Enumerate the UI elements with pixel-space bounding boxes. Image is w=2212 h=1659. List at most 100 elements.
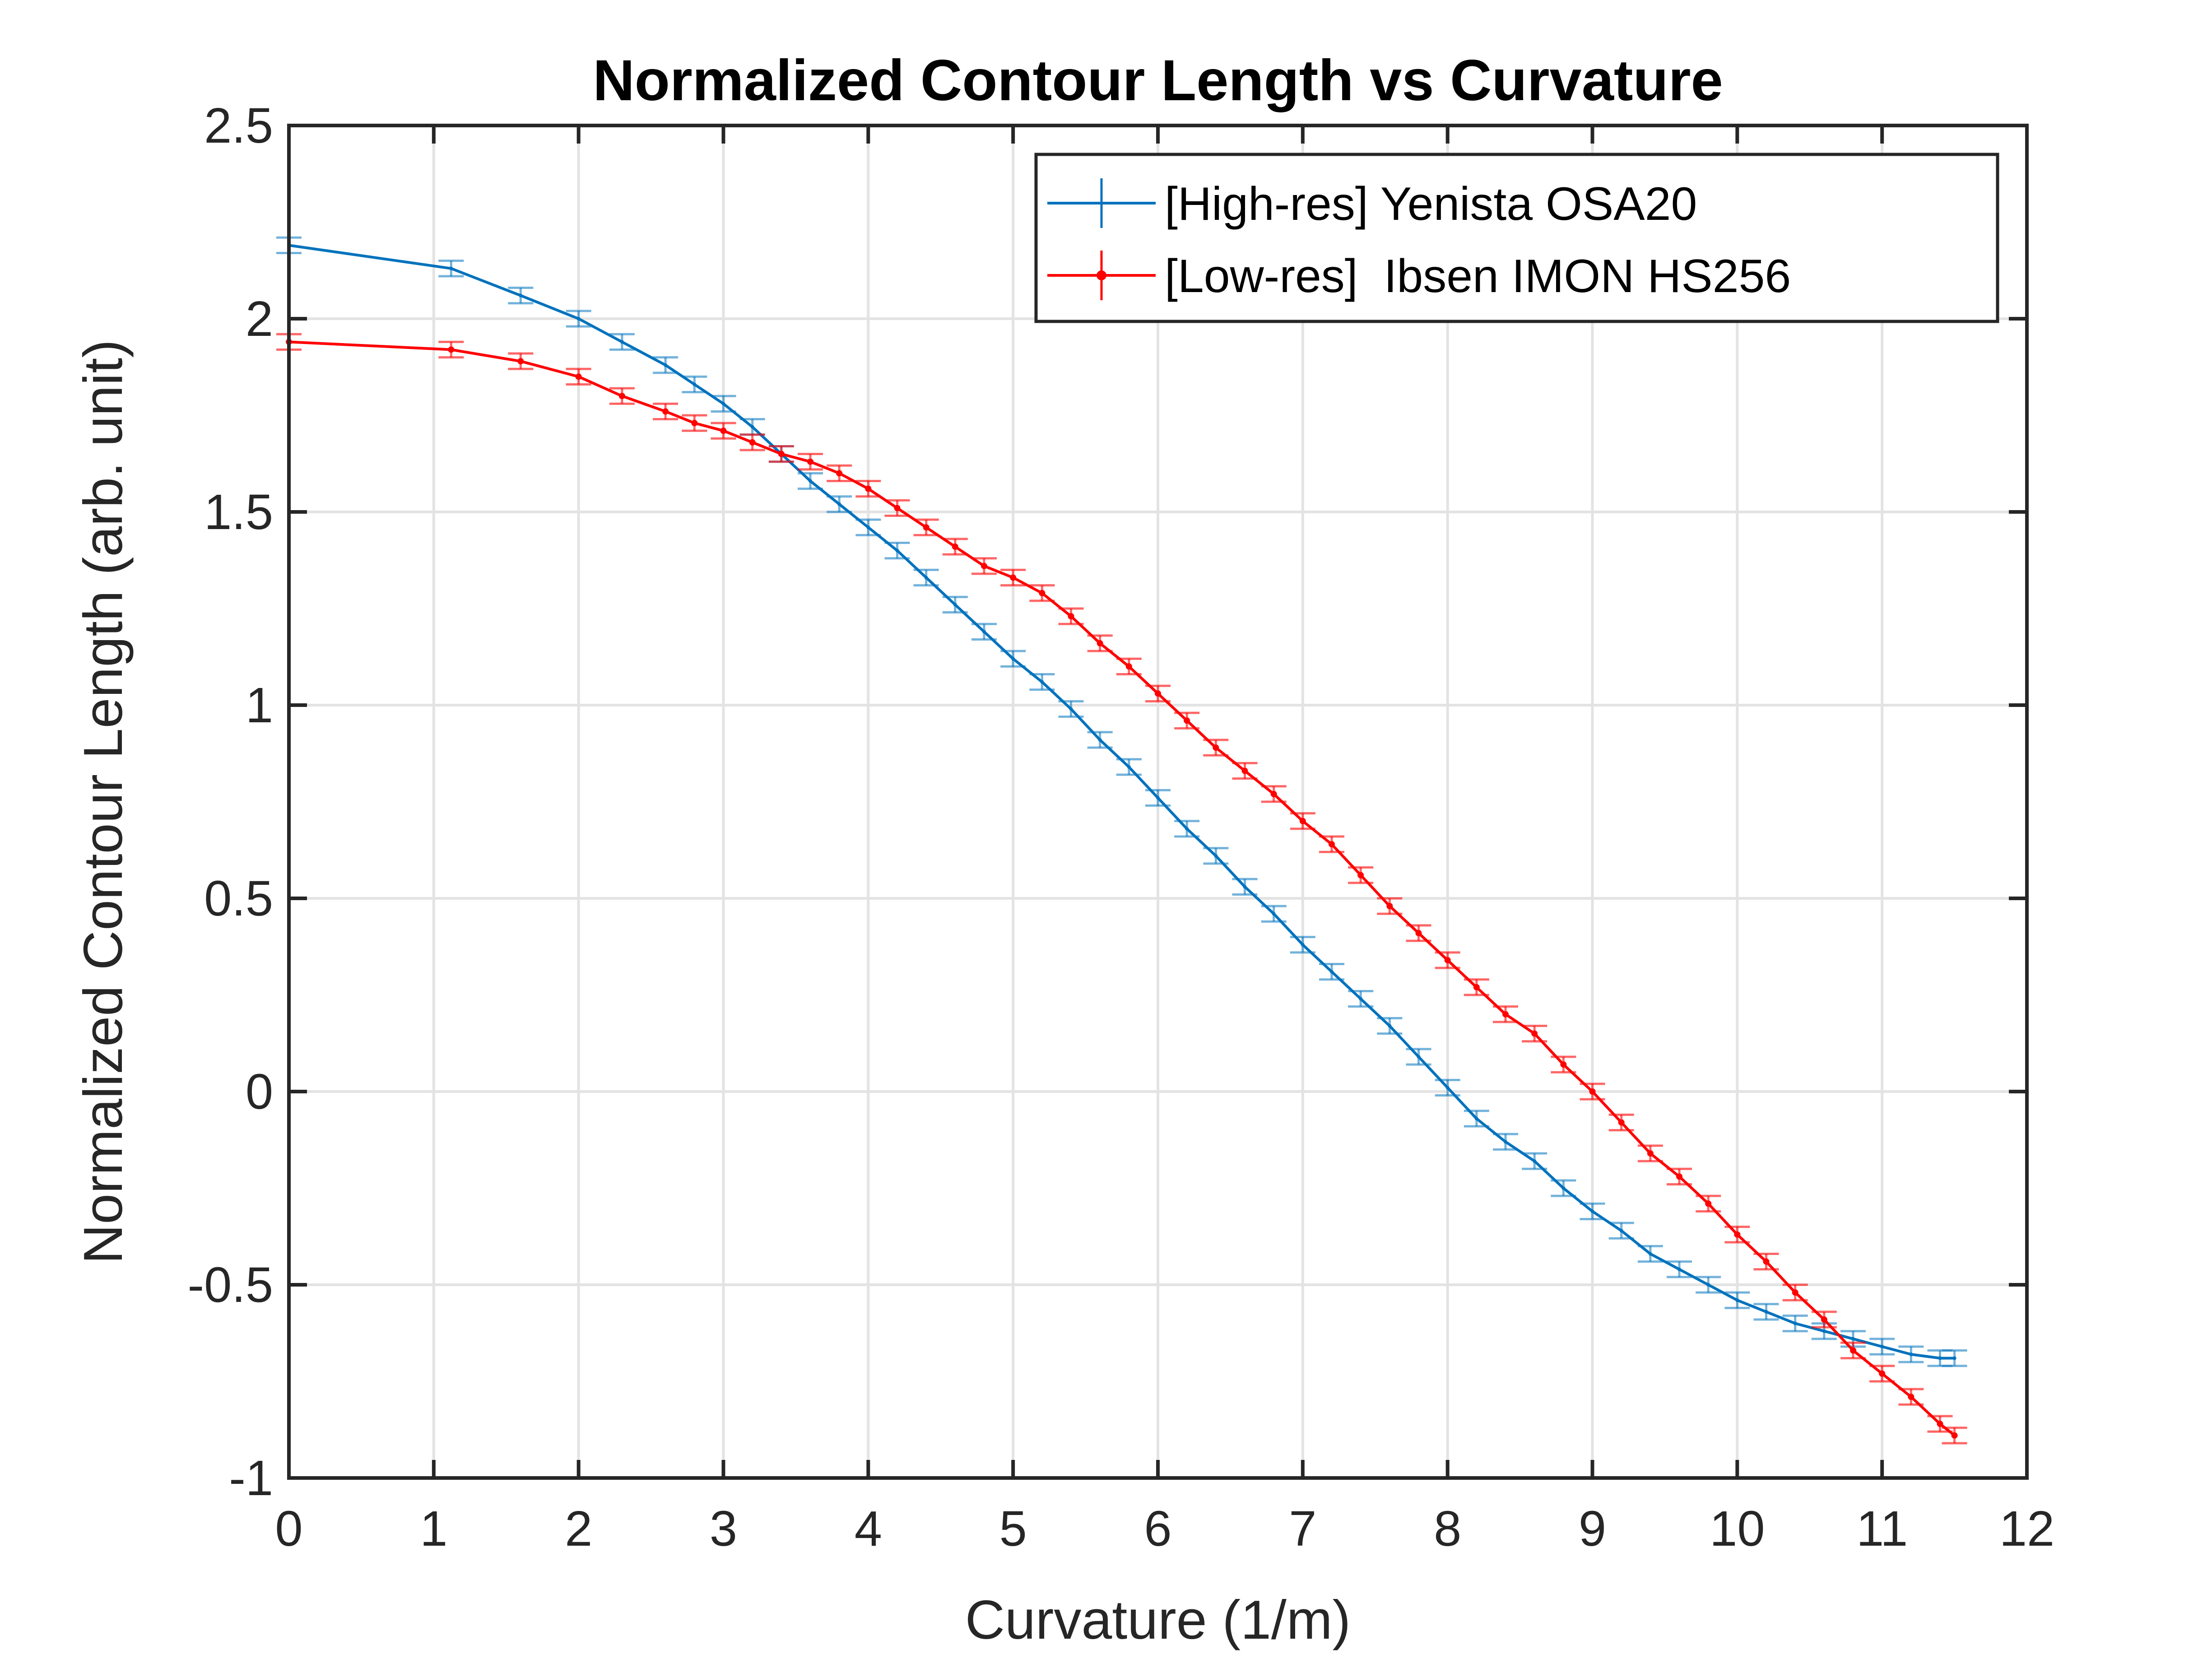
x-tick-label: 4 — [855, 1501, 882, 1557]
data-point — [1068, 613, 1074, 620]
data-point — [575, 373, 582, 380]
y-tick-labels: -1 -0.5 0 0.5 1 1.5 2 2.5 — [187, 98, 273, 1506]
data-point — [1705, 1200, 1712, 1207]
data-point — [1850, 1347, 1856, 1354]
x-tick-labels: 0 1 2 3 4 5 6 7 8 9 10 11 12 — [275, 1501, 2054, 1557]
data-point — [576, 317, 581, 321]
data-point — [1952, 1356, 1956, 1360]
x-tick-label: 11 — [1856, 1501, 1908, 1557]
data-point — [720, 428, 727, 434]
data-point — [809, 479, 812, 483]
data-point — [1589, 1088, 1596, 1095]
data-point — [1155, 690, 1161, 697]
x-tick-label: 1 — [420, 1501, 447, 1557]
data-point — [953, 603, 957, 607]
data-point — [1618, 1119, 1625, 1126]
data-point — [923, 524, 929, 531]
x-tick-label: 5 — [999, 1501, 1027, 1557]
data-point — [1880, 1344, 1884, 1348]
x-tick-label: 0 — [275, 1501, 302, 1557]
legend-marker-low-res — [1097, 270, 1106, 280]
y-tick-label: 2.5 — [204, 98, 273, 153]
data-point — [1359, 997, 1363, 1001]
data-point — [1243, 885, 1247, 889]
data-point — [691, 420, 698, 427]
data-point — [1706, 1283, 1710, 1287]
data-point — [517, 358, 524, 365]
x-tick-label: 2 — [565, 1501, 592, 1557]
legend-box — [1034, 153, 1999, 323]
data-point — [1937, 1421, 1943, 1427]
data-point — [894, 505, 901, 511]
data-point — [664, 363, 668, 367]
y-tick-label: -1 — [229, 1450, 273, 1506]
data-point — [1445, 1086, 1450, 1090]
data-point — [1415, 930, 1422, 937]
data-point — [1531, 1030, 1538, 1037]
y-tick-label: 1.5 — [204, 484, 273, 540]
data-point — [620, 340, 624, 344]
data-point — [1270, 790, 1277, 797]
data-point — [1272, 912, 1276, 916]
data-point — [721, 402, 725, 406]
data-point — [1763, 1258, 1770, 1265]
data-point — [1647, 1150, 1654, 1157]
data-point — [982, 630, 986, 634]
data-point — [866, 525, 870, 530]
y-tick-label: 2 — [246, 291, 273, 347]
data-point — [1069, 707, 1073, 711]
data-point — [1734, 1231, 1741, 1238]
data-point — [1560, 1061, 1567, 1068]
data-point — [1678, 1267, 1681, 1271]
y-tick-label: -0.5 — [187, 1257, 273, 1313]
x-tick-label: 6 — [1144, 1501, 1171, 1557]
data-point — [1214, 854, 1218, 858]
data-point — [981, 562, 987, 569]
data-point — [1821, 1316, 1827, 1323]
data-point — [1213, 744, 1219, 751]
data-point — [1879, 1370, 1886, 1377]
legend-label-high-res: [High-res] Yenista OSA20 — [1165, 178, 1697, 230]
data-point — [1502, 1011, 1509, 1018]
y-tick-label: 1 — [246, 678, 273, 733]
data-point — [1386, 903, 1393, 910]
data-point — [1299, 818, 1306, 824]
data-point — [1764, 1310, 1768, 1314]
legend-entry-high-res: [High-res] Yenista OSA20 — [1047, 178, 1697, 230]
data-point — [1822, 1329, 1826, 1333]
data-point — [1908, 1394, 1915, 1400]
tick-marks — [287, 124, 2029, 1480]
data-point — [1793, 1321, 1797, 1325]
chart-title: Normalized Contour Length vs Curvature — [593, 48, 1723, 113]
data-point — [1533, 1159, 1537, 1163]
data-point — [1735, 1298, 1739, 1302]
data-point — [807, 458, 813, 465]
data-point — [1098, 738, 1102, 742]
data-point — [662, 408, 669, 415]
data-point — [1010, 574, 1017, 581]
data-point — [692, 382, 697, 386]
data-point — [1504, 1140, 1507, 1144]
y-tick-label: 0.5 — [204, 871, 273, 926]
data-point — [1011, 657, 1015, 661]
x-tick-label: 9 — [1579, 1501, 1606, 1557]
y-axis-label: Normalized Contour Length (arb. unit) — [72, 339, 134, 1264]
data-point — [836, 470, 843, 477]
data-point — [750, 425, 754, 429]
y-tick-label: 0 — [246, 1064, 273, 1120]
series-layer — [276, 236, 1967, 1445]
data-point — [1938, 1356, 1942, 1360]
x-tick-label: 10 — [1710, 1501, 1765, 1557]
data-point — [1388, 1024, 1392, 1028]
data-point — [865, 485, 872, 492]
data-point — [1851, 1337, 1855, 1341]
data-point — [1125, 663, 1132, 670]
data-point — [1330, 970, 1334, 974]
series-1 — [276, 333, 1967, 1445]
data-point — [1329, 841, 1335, 848]
series-0 — [276, 236, 1967, 1367]
data-point — [778, 451, 785, 457]
data-point — [895, 548, 899, 553]
data-point — [1474, 1116, 1478, 1120]
